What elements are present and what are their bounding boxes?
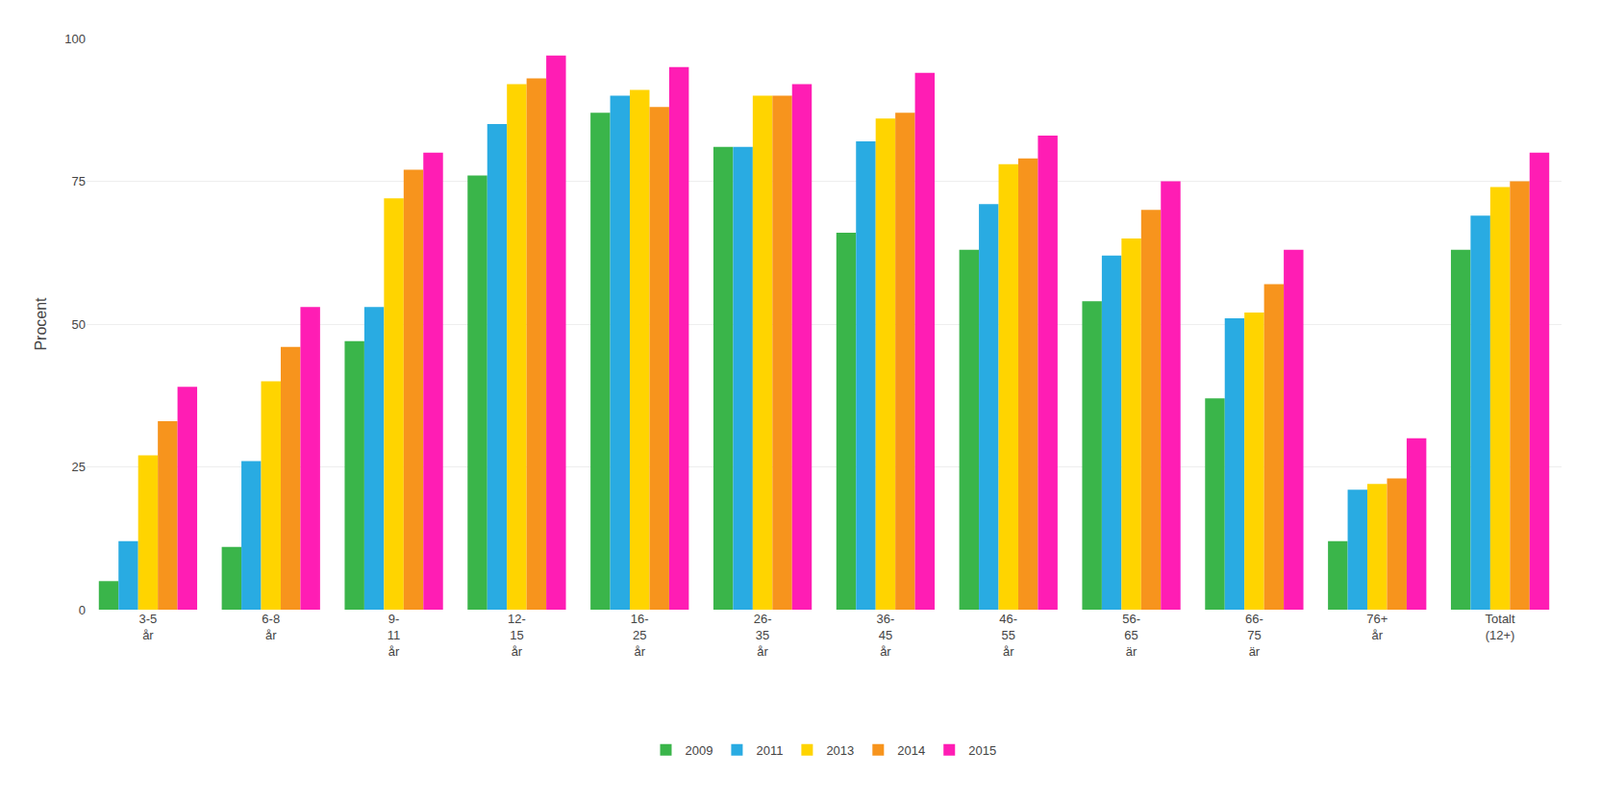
svg-text:0: 0: [78, 602, 86, 618]
svg-text:26-35år: 26-35år: [753, 611, 773, 659]
svg-text:25: 25: [72, 459, 86, 475]
svg-text:2011: 2011: [755, 743, 783, 758]
svg-text:16-25år: 16-25år: [630, 611, 650, 659]
svg-text:66-75är: 66-75är: [1245, 611, 1264, 659]
svg-text:76+år: 76+år: [1366, 611, 1388, 643]
svg-text:50: 50: [72, 317, 86, 332]
svg-text:2009: 2009: [685, 743, 714, 758]
svg-text:12-15år: 12-15år: [507, 611, 526, 659]
svg-text:75: 75: [72, 174, 86, 189]
svg-text:2015: 2015: [968, 743, 997, 758]
svg-text:Procent: Procent: [32, 297, 50, 351]
svg-text:36-45år: 36-45år: [876, 611, 896, 659]
svg-text:2014: 2014: [897, 743, 925, 758]
svg-text:2013: 2013: [825, 743, 854, 758]
svg-text:46-55år: 46-55år: [999, 611, 1018, 659]
svg-text:Totalt(12+): Totalt(12+): [1485, 611, 1516, 643]
svg-text:6-8år: 6-8år: [261, 611, 280, 643]
svg-text:56-65är: 56-65är: [1122, 611, 1141, 659]
svg-text:9-11år: 9-11år: [387, 611, 401, 659]
svg-text:3-5år: 3-5år: [139, 611, 158, 643]
svg-text:100: 100: [64, 31, 86, 47]
